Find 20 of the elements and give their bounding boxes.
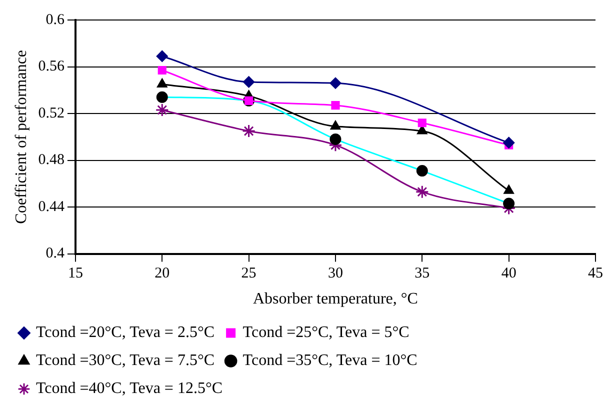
legend-label: Tcond =35°C, Teva = 10°C [242, 352, 418, 370]
x-tick-label: 40 [501, 266, 516, 282]
legend-label: Tcond =25°C, Teva = 5°C [242, 324, 410, 342]
x-tick-label: 45 [588, 266, 603, 282]
legend-label: Tcond =40°C, Teva = 12.5°C [36, 380, 223, 398]
x-axis-title: Absorber temperature, °C [252, 290, 418, 308]
x-tick-label: 15 [68, 266, 83, 282]
y-tick-label: 0.52 [38, 105, 64, 122]
y-tick-label: 0.56 [38, 58, 65, 75]
y-tick-label: 0.4 [46, 246, 65, 262]
legend-label: Tcond =20°C, Teva = 2.5°C [36, 324, 215, 342]
y-tick-label: 0.6 [46, 12, 65, 28]
y-axis-title: Coefficient of performance [12, 50, 30, 224]
y-tick-label: 0.48 [38, 152, 64, 168]
x-tick-label: 35 [414, 266, 430, 282]
x-tick-label: 20 [154, 266, 170, 282]
x-tick-label: 25 [241, 266, 256, 282]
legend-label: Tcond =30°C, Teva = 7.5°C [36, 352, 215, 370]
x-tick-label: 30 [328, 266, 343, 282]
y-tick-label: 0.44 [38, 198, 65, 215]
